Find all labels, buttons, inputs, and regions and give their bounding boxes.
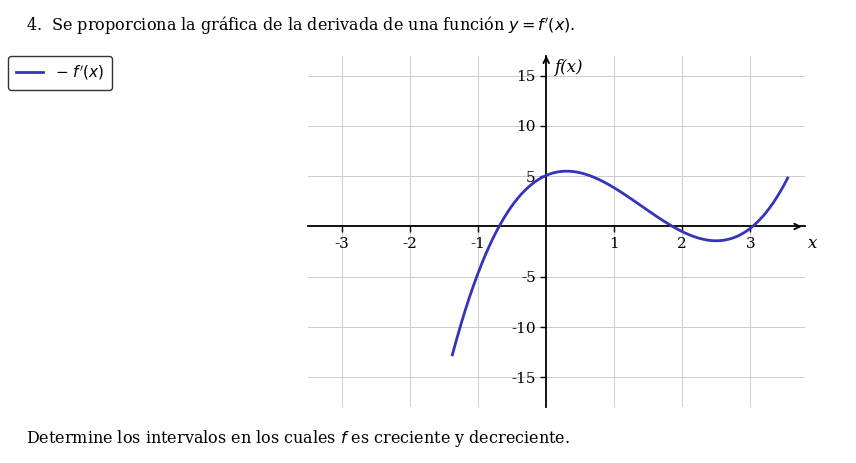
Text: Determine los intervalos en los cuales $f$ es creciente y decreciente.: Determine los intervalos en los cuales $… — [26, 428, 569, 449]
Text: x: x — [808, 235, 817, 251]
Text: 4.  Se proporciona la gráfica de la derivada de una función $y = f'(x)$.: 4. Se proporciona la gráfica de la deriv… — [26, 14, 575, 36]
Text: f(x): f(x) — [555, 59, 583, 75]
Legend: $-\ f'(x)$: $-\ f'(x)$ — [8, 56, 112, 90]
